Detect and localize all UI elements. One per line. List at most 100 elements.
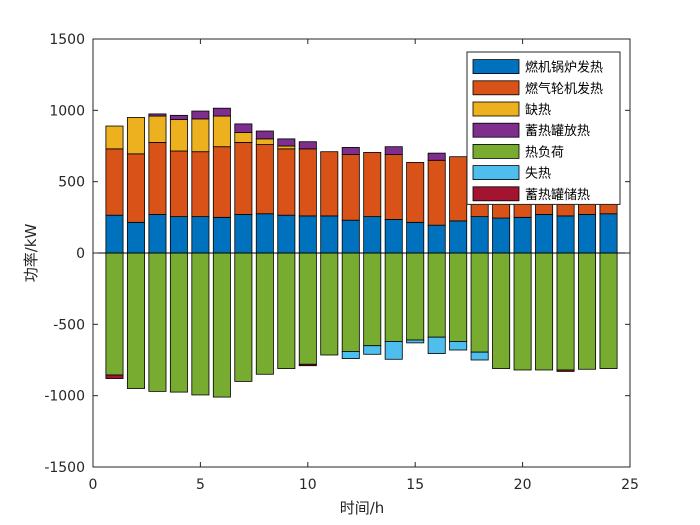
x-tick-label-10: 10 <box>299 477 317 493</box>
bar-失热-13 <box>363 345 382 355</box>
bar-燃气轮机发热-12 <box>341 154 360 221</box>
bar-燃气轮机发热-2 <box>126 153 145 223</box>
bar-燃机锅炉发热-11 <box>320 215 339 254</box>
bar-燃气轮机发热-7 <box>234 142 253 215</box>
bar-燃机锅炉发热-9 <box>277 214 296 254</box>
bar-热负荷-23 <box>578 252 597 370</box>
legend-swatch-热负荷 <box>472 143 520 159</box>
bar-热负荷-13 <box>363 252 382 347</box>
bar-燃机锅炉发热-22 <box>556 215 575 254</box>
bar-燃机锅炉发热-12 <box>341 219 360 254</box>
x-axis-title: 时间/h <box>340 499 385 517</box>
bar-热负荷-7 <box>234 252 253 382</box>
bar-蓄热罐放热-12 <box>341 147 360 155</box>
bar-燃气轮机发热-6 <box>212 146 231 218</box>
bar-缺热-1 <box>105 125 124 150</box>
legend-label-失热: 失热 <box>525 167 551 182</box>
bar-失热-15 <box>406 339 425 344</box>
bar-热负荷-12 <box>341 252 360 352</box>
bar-燃机锅炉发热-15 <box>406 221 425 254</box>
bar-燃机锅炉发热-1 <box>105 214 124 254</box>
bar-蓄热罐储热-22 <box>556 369 575 372</box>
bar-热负荷-19 <box>492 252 511 369</box>
bar-蓄热罐储热-10 <box>298 363 317 367</box>
bar-燃机锅炉发热-19 <box>492 217 511 254</box>
legend-label-燃气轮机发热: 燃气轮机发热 <box>525 81 603 97</box>
bar-蓄热罐放热-5 <box>191 110 210 120</box>
bar-燃机锅炉发热-20 <box>513 216 532 254</box>
bar-燃气轮机发热-4 <box>169 150 188 218</box>
bar-燃机锅炉发热-14 <box>384 219 403 254</box>
bar-燃气轮机发热-11 <box>320 151 339 217</box>
y-tick-label-0: 0 <box>76 246 85 262</box>
x-tick-label-25: 25 <box>621 477 639 493</box>
bar-燃机锅炉发热-6 <box>212 216 231 254</box>
y-tick-label-500: 500 <box>58 175 85 191</box>
bar-蓄热罐放热-16 <box>427 152 446 161</box>
y-tick-label-1500: 1500 <box>49 32 85 48</box>
bar-蓄热罐储热-1 <box>105 374 124 379</box>
bar-热负荷-6 <box>212 252 231 398</box>
bar-燃机锅炉发热-23 <box>578 214 597 254</box>
legend-swatch-失热 <box>472 165 520 181</box>
y-axis-title: 功率/kW <box>22 224 40 283</box>
legend-label-燃机锅炉发热: 燃机锅炉发热 <box>525 60 603 76</box>
legend-swatch-缺热 <box>472 101 520 117</box>
bar-燃机锅炉发热-16 <box>427 224 446 254</box>
bar-蓄热罐放热-3 <box>148 113 167 117</box>
bar-缺热-3 <box>148 115 167 143</box>
bar-缺热-6 <box>212 115 231 148</box>
y-tick-label--500: -500 <box>53 317 85 333</box>
bar-热负荷-15 <box>406 252 425 341</box>
bar-燃气轮机发热-16 <box>427 159 446 226</box>
bar-热负荷-1 <box>105 252 124 376</box>
bar-缺热-7 <box>234 132 253 143</box>
bar-蓄热罐放热-9 <box>277 138 296 147</box>
bar-热负荷-16 <box>427 252 446 338</box>
bar-热负荷-18 <box>470 252 489 353</box>
bar-燃机锅炉发热-8 <box>255 213 274 254</box>
bar-燃机锅炉发热-5 <box>191 216 210 254</box>
bar-蓄热罐放热-14 <box>384 146 403 155</box>
legend-swatch-蓄热罐储热 <box>472 186 520 202</box>
bar-燃机锅炉发热-3 <box>148 214 167 254</box>
bar-燃机锅炉发热-18 <box>470 216 489 254</box>
bar-热负荷-24 <box>599 252 618 369</box>
legend-label-热负荷: 热负荷 <box>525 145 564 160</box>
legend-label-蓄热罐放热: 蓄热罐放热 <box>525 124 590 139</box>
bar-热负荷-17 <box>449 252 468 342</box>
bar-燃机锅炉发热-4 <box>169 216 188 254</box>
bar-燃气轮机发热-5 <box>191 151 210 218</box>
bar-失热-18 <box>470 351 489 361</box>
bar-缺热-5 <box>191 118 210 153</box>
legend-swatch-蓄热罐放热 <box>472 122 520 138</box>
legend-swatch-燃机锅炉发热 <box>472 59 520 74</box>
bar-蓄热罐放热-7 <box>234 123 253 133</box>
bar-缺热-4 <box>169 119 188 152</box>
y-tick-label-1000: 1000 <box>49 103 85 119</box>
bar-热负荷-21 <box>535 252 554 371</box>
bar-热负荷-8 <box>255 252 274 375</box>
bar-燃气轮机发热-9 <box>277 148 296 216</box>
bar-缺热-2 <box>126 117 145 155</box>
bar-失热-16 <box>427 336 446 354</box>
bar-热负荷-3 <box>148 252 167 392</box>
bar-燃机锅炉发热-13 <box>363 216 382 254</box>
bar-热负荷-14 <box>384 252 403 342</box>
bar-燃机锅炉发热-10 <box>298 215 317 254</box>
bar-燃气轮机发热-15 <box>406 162 425 223</box>
bar-燃机锅炉发热-24 <box>599 213 618 254</box>
bar-热负荷-2 <box>126 252 145 389</box>
bar-燃气轮机发热-13 <box>363 152 382 218</box>
bar-燃气轮机发热-3 <box>148 142 167 215</box>
bar-燃机锅炉发热-7 <box>234 214 253 254</box>
legend-swatch-燃气轮机发热 <box>472 80 520 96</box>
bar-燃机锅炉发热-21 <box>535 214 554 254</box>
bar-燃气轮机发热-17 <box>449 156 468 222</box>
x-tick-label-20: 20 <box>514 477 532 493</box>
bar-缺热-8 <box>255 138 274 145</box>
bar-燃气轮机发热-10 <box>298 148 317 217</box>
bar-失热-14 <box>384 341 403 360</box>
